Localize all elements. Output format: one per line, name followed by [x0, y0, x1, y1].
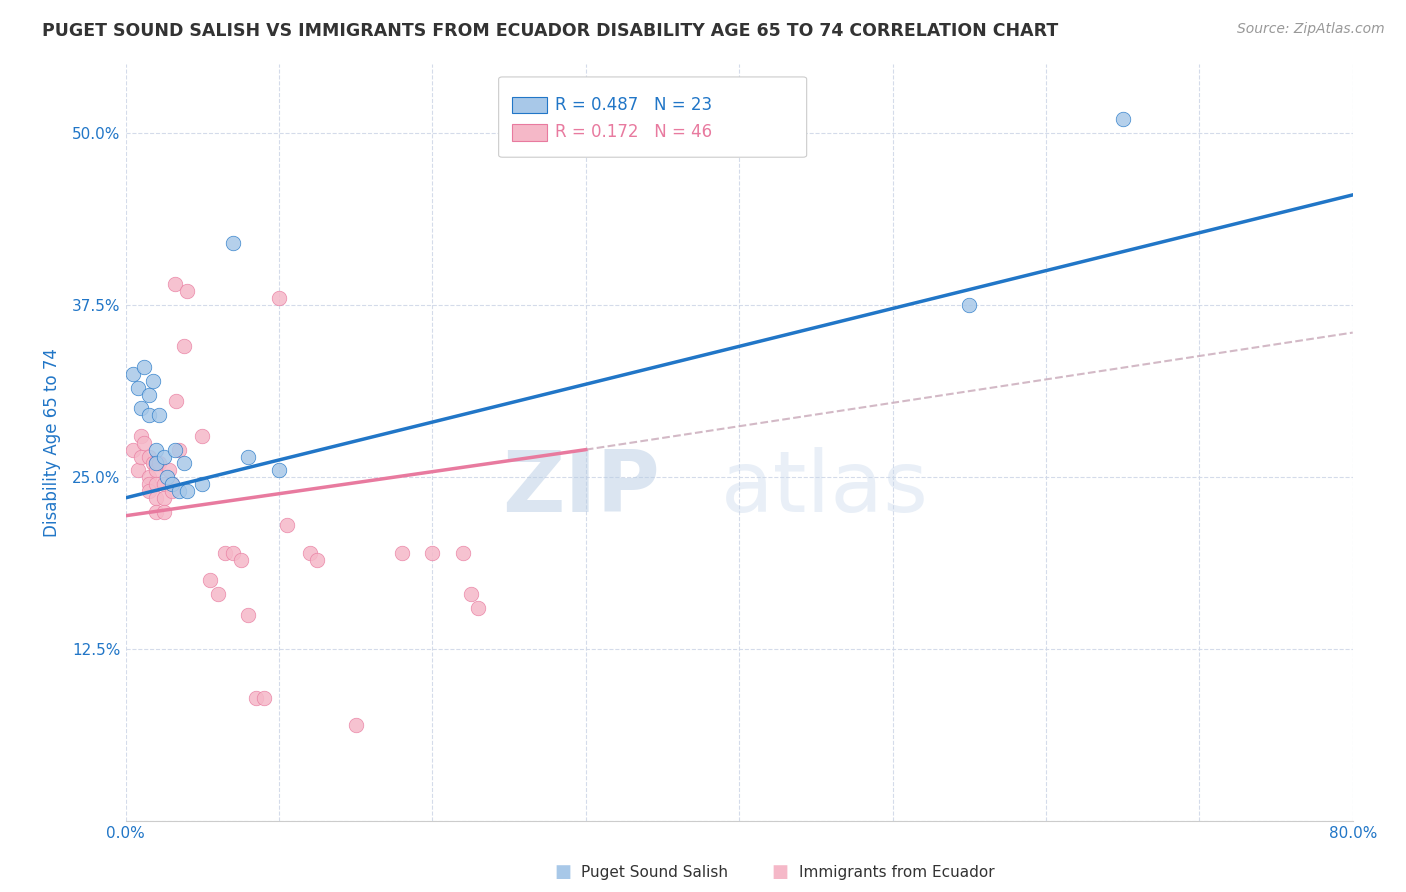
Point: [129, 450, 152, 464]
Point: [122, 367, 145, 381]
Point: [145, 505, 167, 519]
Point: [156, 470, 179, 484]
Point: [160, 477, 183, 491]
Point: [145, 477, 167, 491]
Point: [451, 546, 474, 560]
Point: [138, 408, 160, 422]
Point: [145, 457, 167, 471]
Point: [148, 457, 170, 471]
Point: [267, 291, 290, 305]
Text: ■: ■: [554, 863, 571, 881]
Text: R = 0.172   N = 46: R = 0.172 N = 46: [555, 123, 713, 141]
Point: [222, 546, 245, 560]
Point: [138, 477, 160, 491]
Point: [145, 463, 167, 477]
Text: Puget Sound Salish: Puget Sound Salish: [581, 865, 728, 880]
Point: [163, 277, 186, 292]
Point: [238, 450, 260, 464]
Point: [160, 477, 183, 491]
Point: [253, 690, 276, 705]
Point: [138, 483, 160, 498]
Point: [191, 429, 214, 443]
Text: ■: ■: [772, 863, 789, 881]
Point: [127, 381, 149, 395]
Point: [229, 553, 252, 567]
Point: [214, 546, 236, 560]
Point: [173, 339, 195, 353]
FancyBboxPatch shape: [499, 77, 807, 157]
Text: Source: ZipAtlas.com: Source: ZipAtlas.com: [1237, 22, 1385, 37]
Point: [129, 429, 152, 443]
Point: [157, 463, 180, 477]
Point: [138, 387, 160, 401]
Point: [165, 394, 187, 409]
Point: [163, 442, 186, 457]
Text: ZIP: ZIP: [502, 447, 659, 530]
Point: [142, 374, 165, 388]
Point: [276, 518, 298, 533]
Point: [191, 477, 214, 491]
Point: [153, 450, 176, 464]
Point: [460, 587, 482, 601]
Bar: [512, 124, 547, 141]
Text: atlas: atlas: [721, 447, 929, 530]
Bar: [512, 96, 547, 113]
Point: [132, 359, 155, 374]
Point: [145, 491, 167, 505]
Text: PUGET SOUND SALISH VS IMMIGRANTS FROM ECUADOR DISABILITY AGE 65 TO 74 CORRELATIO: PUGET SOUND SALISH VS IMMIGRANTS FROM EC…: [42, 22, 1059, 40]
Point: [132, 435, 155, 450]
Text: Immigrants from Ecuador: Immigrants from Ecuador: [799, 865, 994, 880]
Point: [467, 601, 489, 615]
Point: [391, 546, 413, 560]
Point: [145, 442, 167, 457]
Point: [957, 298, 980, 312]
Point: [222, 236, 245, 251]
Point: [145, 457, 167, 471]
Point: [169, 442, 191, 457]
Point: [198, 574, 221, 588]
Point: [138, 450, 160, 464]
Point: [122, 442, 145, 457]
Point: [344, 718, 367, 732]
Point: [148, 408, 170, 422]
Point: [153, 505, 176, 519]
Point: [153, 477, 176, 491]
Point: [267, 463, 290, 477]
Point: [307, 553, 329, 567]
Text: R = 0.487   N = 23: R = 0.487 N = 23: [555, 96, 713, 114]
Point: [169, 483, 191, 498]
Point: [245, 690, 267, 705]
Point: [176, 285, 198, 299]
Point: [1111, 112, 1133, 127]
Point: [238, 607, 260, 622]
Point: [160, 483, 183, 498]
Point: [176, 483, 198, 498]
Point: [127, 463, 149, 477]
Y-axis label: Disability Age 65 to 74: Disability Age 65 to 74: [44, 348, 60, 537]
Point: [142, 457, 165, 471]
Point: [129, 401, 152, 416]
Point: [207, 587, 229, 601]
Point: [153, 491, 176, 505]
Point: [422, 546, 444, 560]
Point: [298, 546, 321, 560]
Point: [138, 470, 160, 484]
Point: [173, 457, 195, 471]
